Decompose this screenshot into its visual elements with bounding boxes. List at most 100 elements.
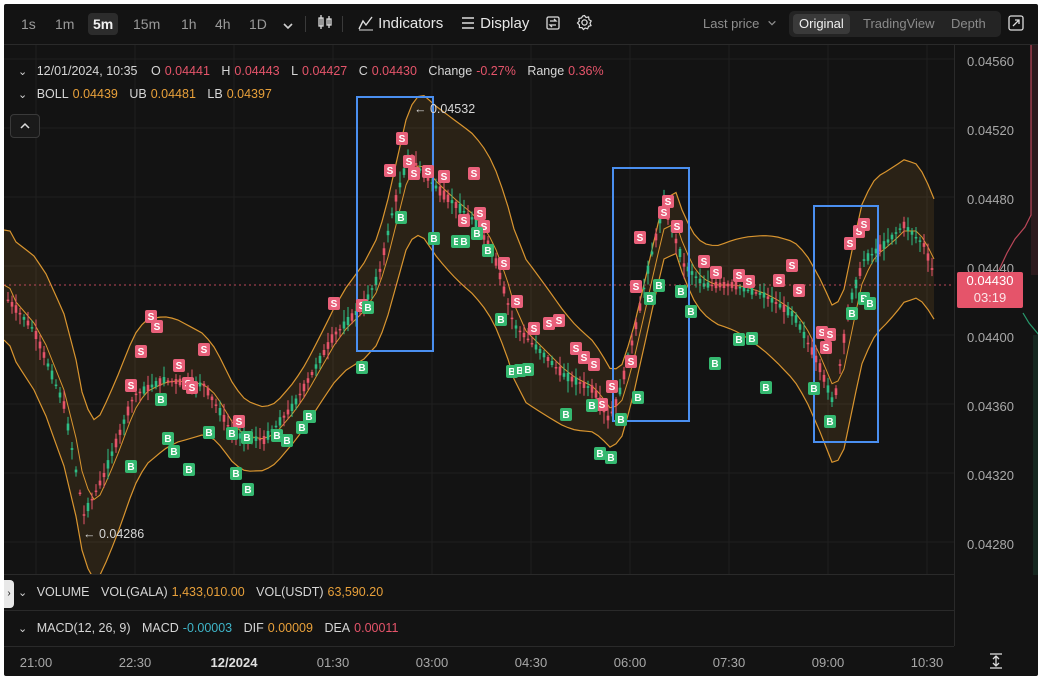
sell-signal-marker[interactable]: S	[662, 195, 674, 208]
buy-signal-marker[interactable]: B	[183, 463, 195, 476]
buy-signal-marker[interactable]: B	[230, 467, 242, 480]
chevron-down-icon[interactable]	[282, 14, 294, 36]
buy-signal-marker[interactable]: B	[760, 381, 772, 394]
collapse-legend-button[interactable]	[10, 114, 40, 138]
sell-signal-marker[interactable]: S	[698, 255, 710, 268]
sell-signal-marker[interactable]: S	[578, 351, 590, 364]
buy-signal-marker[interactable]: B	[746, 332, 758, 345]
buy-signal-marker[interactable]: B	[846, 307, 858, 320]
sell-signal-marker[interactable]: S	[396, 132, 408, 145]
sell-signal-marker[interactable]: S	[151, 320, 163, 333]
sell-signal-marker[interactable]: S	[671, 220, 683, 233]
sell-signal-marker[interactable]: S	[710, 266, 722, 279]
settings-icon[interactable]	[576, 13, 593, 35]
sell-signal-marker[interactable]: S	[634, 231, 646, 244]
buy-signal-marker[interactable]: B	[709, 357, 721, 370]
sell-signal-marker[interactable]: S	[553, 314, 565, 327]
sell-signal-marker[interactable]: S	[658, 206, 670, 219]
view-original-button[interactable]: Original	[793, 14, 850, 34]
buy-signal-marker[interactable]: B	[733, 333, 745, 346]
sell-signal-marker[interactable]: S	[474, 207, 486, 220]
sell-signal-marker[interactable]: S	[786, 259, 798, 272]
sell-signal-marker[interactable]: S	[422, 165, 434, 178]
view-tradingview-button[interactable]: TradingView	[863, 16, 935, 31]
sell-signal-marker[interactable]: S	[173, 359, 185, 372]
buy-signal-marker[interactable]: B	[808, 382, 820, 395]
buy-signal-marker[interactable]: B	[296, 421, 308, 434]
buy-signal-marker[interactable]: B	[586, 399, 598, 412]
buy-signal-marker[interactable]: B	[482, 244, 494, 257]
buy-signal-marker[interactable]: B	[824, 415, 836, 428]
buy-signal-marker[interactable]: B	[864, 297, 876, 310]
sell-signal-marker[interactable]: S	[625, 355, 637, 368]
sell-signal-marker[interactable]: S	[733, 269, 745, 282]
chevron-down-icon[interactable]: ⌄	[18, 587, 28, 599]
sell-signal-marker[interactable]: S	[511, 295, 523, 308]
sell-signal-marker[interactable]: S	[198, 343, 210, 356]
timeframe-1d[interactable]: 1D	[249, 16, 267, 32]
timeframe-5m[interactable]: 5m	[88, 13, 119, 35]
sell-signal-marker[interactable]: S	[844, 237, 856, 250]
chart-swap-icon[interactable]	[545, 13, 561, 35]
view-depth-button[interactable]: Depth	[951, 16, 986, 31]
buy-signal-marker[interactable]: B	[675, 285, 687, 298]
sell-signal-marker[interactable]: S	[606, 380, 618, 393]
chevron-down-icon[interactable]: ⌄	[18, 623, 28, 635]
sell-signal-marker[interactable]: S	[135, 345, 147, 358]
chevron-down-icon[interactable]: ⌄	[18, 66, 28, 78]
fullscreen-icon[interactable]	[1007, 14, 1027, 34]
timeframe-15m[interactable]: 15m	[133, 16, 161, 32]
candle-type-icon[interactable]	[316, 13, 334, 35]
sell-signal-marker[interactable]: S	[438, 170, 450, 183]
sell-signal-marker[interactable]: S	[820, 341, 832, 354]
sell-signal-marker[interactable]: S	[773, 274, 785, 287]
buy-signal-marker[interactable]: B	[242, 483, 254, 496]
timeframe-1s[interactable]: 1s	[21, 16, 36, 32]
sell-signal-marker[interactable]: S	[384, 164, 396, 177]
buy-signal-marker[interactable]: B	[271, 429, 283, 442]
buy-signal-marker[interactable]: B	[362, 301, 374, 314]
sell-signal-marker[interactable]: S	[145, 310, 157, 323]
time-axis[interactable]: 21:00 22:30 12/2024 01:30 03:00 04:30 06…	[4, 646, 954, 676]
buy-signal-marker[interactable]: B	[203, 426, 215, 439]
buy-signal-marker[interactable]: B	[594, 447, 606, 460]
macd-pane[interactable]: ⌄ MACD(12, 26, 9) MACD -0.00003 DIF 0.0000…	[4, 610, 954, 647]
buy-signal-marker[interactable]: B	[685, 305, 697, 318]
sell-signal-marker[interactable]: S	[125, 379, 137, 392]
sell-signal-marker[interactable]: S	[498, 257, 510, 270]
sell-signal-marker[interactable]: S	[233, 415, 245, 428]
display-button[interactable]: Display	[460, 13, 529, 35]
autoscale-icon[interactable]	[987, 652, 1005, 670]
timeframe-1m[interactable]: 1m	[55, 16, 75, 32]
sell-signal-marker[interactable]: S	[328, 297, 340, 310]
buy-signal-marker[interactable]: B	[522, 363, 534, 376]
buy-signal-marker[interactable]: B	[303, 410, 315, 423]
buy-signal-marker[interactable]: B	[653, 279, 665, 292]
sell-signal-marker[interactable]: S	[403, 155, 415, 168]
volume-pane[interactable]: ⌄ VOLUME VOL(GALA) 1,433,010.00 VOL(USDT)…	[4, 574, 954, 611]
last-price-dropdown[interactable]: Last price	[703, 13, 777, 35]
sell-signal-marker[interactable]: S	[630, 280, 642, 293]
sell-signal-marker[interactable]: S	[528, 322, 540, 335]
buy-signal-marker[interactable]: B	[241, 431, 253, 444]
sell-signal-marker[interactable]: S	[186, 381, 198, 394]
buy-signal-marker[interactable]: B	[428, 232, 440, 245]
timeframe-1h[interactable]: 1h	[181, 16, 197, 32]
sell-signal-marker[interactable]: S	[408, 167, 420, 180]
buy-signal-marker[interactable]: B	[395, 211, 407, 224]
expand-panel-handle[interactable]: ›	[4, 580, 14, 608]
indicators-button[interactable]: Indicators	[358, 13, 443, 35]
buy-signal-marker[interactable]: B	[632, 391, 644, 404]
sell-signal-marker[interactable]: S	[458, 214, 470, 227]
buy-signal-marker[interactable]: B	[155, 393, 167, 406]
buy-signal-marker[interactable]: B	[560, 408, 572, 421]
sell-signal-marker[interactable]: S	[596, 398, 608, 411]
price-axis[interactable]: 0.04560 0.04520 0.04480 0.04440 0.04400 …	[954, 45, 1038, 646]
buy-signal-marker[interactable]: B	[615, 413, 627, 426]
sell-signal-marker[interactable]: S	[824, 328, 836, 341]
timeframe-4h[interactable]: 4h	[215, 16, 231, 32]
sell-signal-marker[interactable]: S	[793, 284, 805, 297]
buy-signal-marker[interactable]: B	[281, 434, 293, 447]
